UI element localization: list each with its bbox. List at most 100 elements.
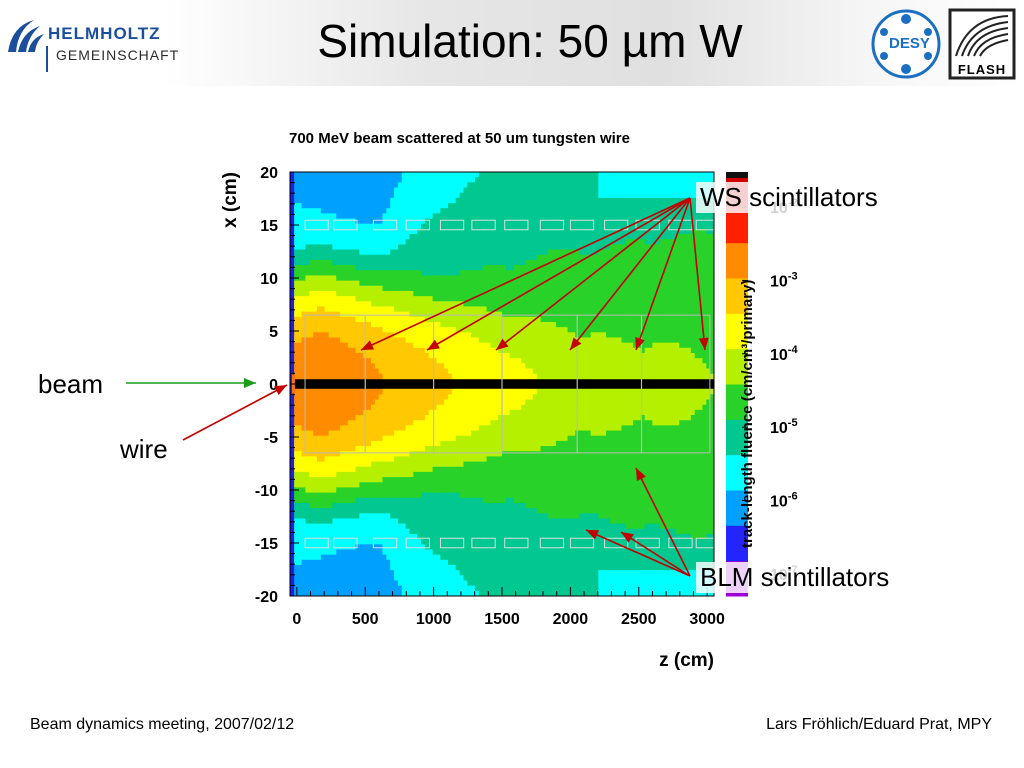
heatmap-cell	[417, 549, 422, 556]
heatmap-cell	[336, 415, 341, 421]
heatmap-cell	[313, 327, 318, 333]
heatmap-cell	[351, 461, 357, 468]
heatmap-cell	[343, 275, 349, 282]
heatmap-cell	[424, 352, 430, 359]
heatmap-cell	[378, 559, 384, 566]
heatmap-cell	[320, 172, 326, 178]
heatmap-cell	[343, 368, 349, 375]
heatmap-cell	[340, 197, 345, 204]
heatmap-cell	[498, 590, 503, 596]
heatmap-cell	[498, 559, 503, 566]
heatmap-cell	[397, 570, 403, 576]
heatmap-cell	[343, 508, 349, 514]
heatmap-cell	[405, 208, 411, 214]
heatmap-cell	[336, 451, 341, 457]
heatmap-cell	[413, 192, 418, 199]
heatmap-cell	[409, 425, 414, 432]
heatmap-cell	[336, 192, 341, 199]
heatmap-cell	[324, 218, 330, 225]
heatmap-cell	[448, 456, 453, 463]
heatmap-cell	[455, 471, 461, 478]
heatmap-cell	[347, 342, 353, 349]
heatmap-cell	[301, 187, 307, 194]
heatmap-cell	[386, 518, 391, 525]
heatmap-cell	[305, 203, 310, 209]
heatmap-cell	[436, 373, 441, 380]
heatmap-cell	[467, 461, 472, 468]
heatmap-cell	[467, 342, 472, 349]
heatmap-cell	[505, 575, 511, 582]
heatmap-cell	[405, 177, 411, 183]
heatmap-cell	[448, 301, 453, 308]
heatmap-cell	[459, 368, 465, 375]
heatmap-cell	[409, 332, 414, 339]
heatmap-cell	[313, 554, 318, 561]
heatmap-cell	[305, 477, 310, 483]
heatmap-cell	[444, 172, 449, 178]
heatmap-cell	[482, 575, 488, 582]
heatmap-cell	[363, 451, 368, 457]
heatmap-cell	[301, 244, 307, 251]
heatmap-cell	[478, 182, 484, 189]
heatmap-cell	[428, 332, 434, 339]
heatmap-cell	[455, 389, 461, 395]
heatmap-cell	[313, 409, 318, 416]
heatmap-cell	[467, 482, 472, 489]
heatmap-cell	[297, 301, 303, 308]
heatmap-cell	[343, 585, 349, 592]
heatmap-cell	[401, 321, 407, 328]
heatmap-cell	[424, 192, 430, 199]
heatmap-cell	[324, 321, 330, 328]
heatmap-cell	[316, 409, 322, 416]
heatmap-cell	[397, 559, 403, 566]
heatmap-cell	[494, 404, 499, 411]
heatmap-cell	[409, 539, 414, 545]
heatmap-cell	[502, 502, 507, 509]
heatmap-cell	[498, 368, 503, 375]
heatmap-cell	[459, 363, 465, 370]
heatmap-cell	[351, 564, 357, 571]
heatmap-cell	[448, 487, 453, 494]
heatmap-cell	[409, 590, 414, 596]
heatmap-cell	[328, 389, 333, 395]
heatmap-cell	[320, 192, 326, 199]
heatmap-cell	[490, 502, 495, 509]
heatmap-cell	[374, 363, 380, 370]
heatmap-cell	[478, 590, 484, 596]
heatmap-cell	[320, 254, 326, 261]
heatmap-cell	[513, 218, 519, 225]
heatmap-cell	[378, 399, 384, 406]
heatmap-cell	[359, 208, 364, 214]
heatmap-cell	[505, 327, 511, 333]
heatmap-cell	[370, 213, 376, 220]
heatmap-cell	[421, 559, 426, 566]
heatmap-cell	[448, 234, 453, 240]
heatmap-cell	[340, 389, 345, 395]
heatmap-cell	[367, 559, 372, 566]
heatmap-cell	[451, 358, 457, 364]
heatmap-cell	[502, 533, 507, 540]
heatmap-cell	[421, 249, 426, 256]
heatmap-cell	[324, 332, 330, 339]
heatmap-cell	[517, 446, 522, 452]
heatmap-cell	[363, 580, 368, 587]
heatmap-cell	[467, 197, 472, 204]
heatmap-cell	[394, 477, 399, 483]
heatmap-cell	[355, 564, 360, 571]
heatmap-cell	[513, 254, 519, 261]
heatmap-cell	[320, 259, 326, 266]
heatmap-cell	[490, 518, 495, 525]
heatmap-cell	[390, 575, 395, 582]
heatmap-cell	[301, 285, 307, 292]
heatmap-cell	[359, 497, 364, 504]
heatmap-cell	[459, 182, 465, 189]
heatmap-cell	[386, 528, 391, 535]
heatmap-cell	[405, 590, 411, 596]
heatmap-cell	[513, 477, 519, 483]
heatmap-cell	[394, 513, 399, 520]
heatmap-cell	[467, 275, 472, 282]
heatmap-cell	[432, 203, 438, 209]
heatmap-cell	[351, 549, 357, 556]
heatmap-cell	[448, 554, 453, 561]
heatmap-cell	[502, 244, 507, 251]
